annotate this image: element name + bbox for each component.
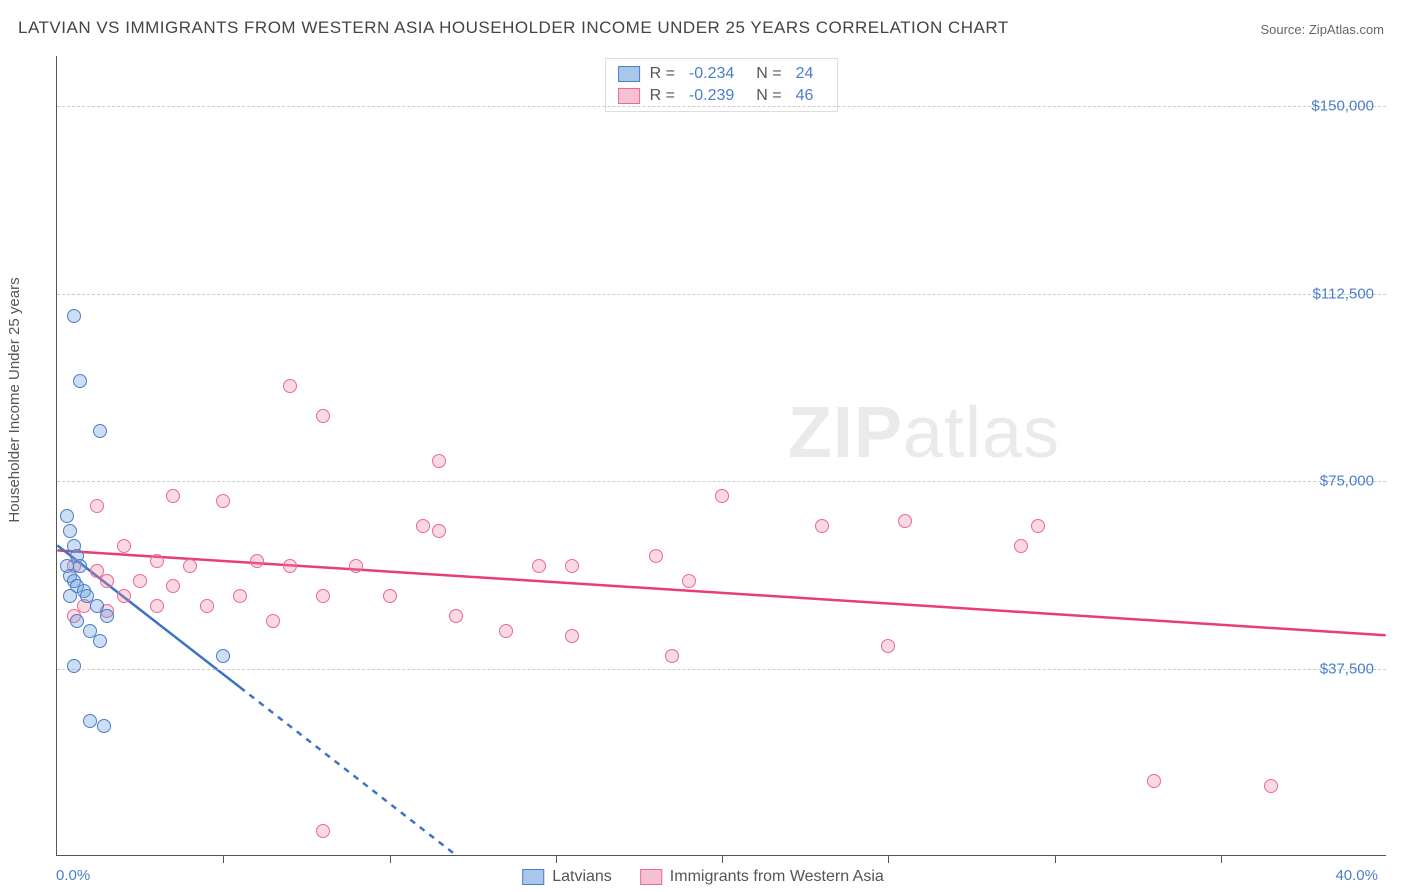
data-point-pink [283,379,297,393]
data-point-pink [649,549,663,563]
data-point-pink [565,629,579,643]
data-point-pink [283,559,297,573]
data-point-pink [316,589,330,603]
gridline [57,106,1386,107]
x-axis-min-label: 0.0% [56,867,90,884]
data-point-blue [93,424,107,438]
swatch-pink-icon [640,869,662,885]
data-point-pink [166,579,180,593]
data-point-pink [815,519,829,533]
n-value-pink: 46 [796,87,814,105]
legend-label-blue: Latvians [552,868,612,886]
data-point-pink [898,514,912,528]
data-point-blue [70,614,84,628]
series-legend: Latvians Immigrants from Western Asia [522,868,884,886]
data-point-pink [565,559,579,573]
legend-label-pink: Immigrants from Western Asia [670,868,884,886]
x-tick [223,855,224,863]
x-tick [390,855,391,863]
data-point-pink [183,559,197,573]
x-axis-max-label: 40.0% [1335,867,1378,884]
data-point-blue [83,714,97,728]
plot-area: ZIPatlas R = -0.234 N = 24 R = -0.239 N … [56,56,1386,856]
data-point-pink [166,489,180,503]
data-point-blue [73,374,87,388]
x-tick [888,855,889,863]
y-tick-label: $150,000 [1311,98,1374,115]
data-point-pink [349,559,363,573]
data-point-pink [316,409,330,423]
data-point-blue [63,589,77,603]
data-point-pink [133,574,147,588]
data-point-pink [233,589,247,603]
legend-row-pink: R = -0.239 N = 46 [618,85,826,107]
x-tick [1221,855,1222,863]
y-tick-label: $112,500 [1313,285,1374,302]
data-point-pink [499,624,513,638]
data-point-pink [665,649,679,663]
data-point-pink [715,489,729,503]
data-point-blue [63,524,77,538]
x-tick [722,855,723,863]
legend-item-blue: Latvians [522,868,612,886]
gridline [57,294,1386,295]
data-point-pink [383,589,397,603]
data-point-pink [100,574,114,588]
y-tick-label: $37,500 [1320,660,1374,677]
data-point-blue [216,649,230,663]
regression-lines [57,56,1386,855]
data-point-blue [100,609,114,623]
data-point-pink [1147,774,1161,788]
y-tick-label: $75,000 [1320,473,1374,490]
chart-title: LATVIAN VS IMMIGRANTS FROM WESTERN ASIA … [18,18,1009,38]
data-point-pink [150,599,164,613]
data-point-blue [60,509,74,523]
gridline [57,669,1386,670]
data-point-pink [250,554,264,568]
data-point-pink [90,499,104,513]
swatch-blue-icon [522,869,544,885]
data-point-blue [97,719,111,733]
data-point-blue [67,659,81,673]
data-point-pink [881,639,895,653]
n-value-blue: 24 [796,65,814,83]
x-tick [1055,855,1056,863]
data-point-pink [682,574,696,588]
data-point-pink [1264,779,1278,793]
data-point-pink [200,599,214,613]
r-value-blue: -0.234 [689,65,734,83]
legend-row-blue: R = -0.234 N = 24 [618,63,826,85]
gridline [57,481,1386,482]
data-point-blue [67,309,81,323]
data-point-pink [1031,519,1045,533]
data-point-pink [416,519,430,533]
data-point-pink [532,559,546,573]
swatch-pink-icon [618,88,640,104]
legend-item-pink: Immigrants from Western Asia [640,868,884,886]
data-point-pink [150,554,164,568]
data-point-pink [216,494,230,508]
data-point-pink [432,454,446,468]
swatch-blue-icon [618,66,640,82]
data-point-pink [432,524,446,538]
data-point-blue [93,634,107,648]
watermark: ZIPatlas [788,392,1060,474]
data-point-pink [449,609,463,623]
data-point-pink [266,614,280,628]
y-axis-title: Householder Income Under 25 years [6,277,23,522]
data-point-pink [1014,539,1028,553]
source-label: Source: ZipAtlas.com [1260,22,1384,37]
correlation-legend: R = -0.234 N = 24 R = -0.239 N = 46 [605,58,839,112]
x-tick [556,855,557,863]
r-value-pink: -0.239 [689,87,734,105]
data-point-pink [117,589,131,603]
data-point-pink [117,539,131,553]
data-point-pink [316,824,330,838]
